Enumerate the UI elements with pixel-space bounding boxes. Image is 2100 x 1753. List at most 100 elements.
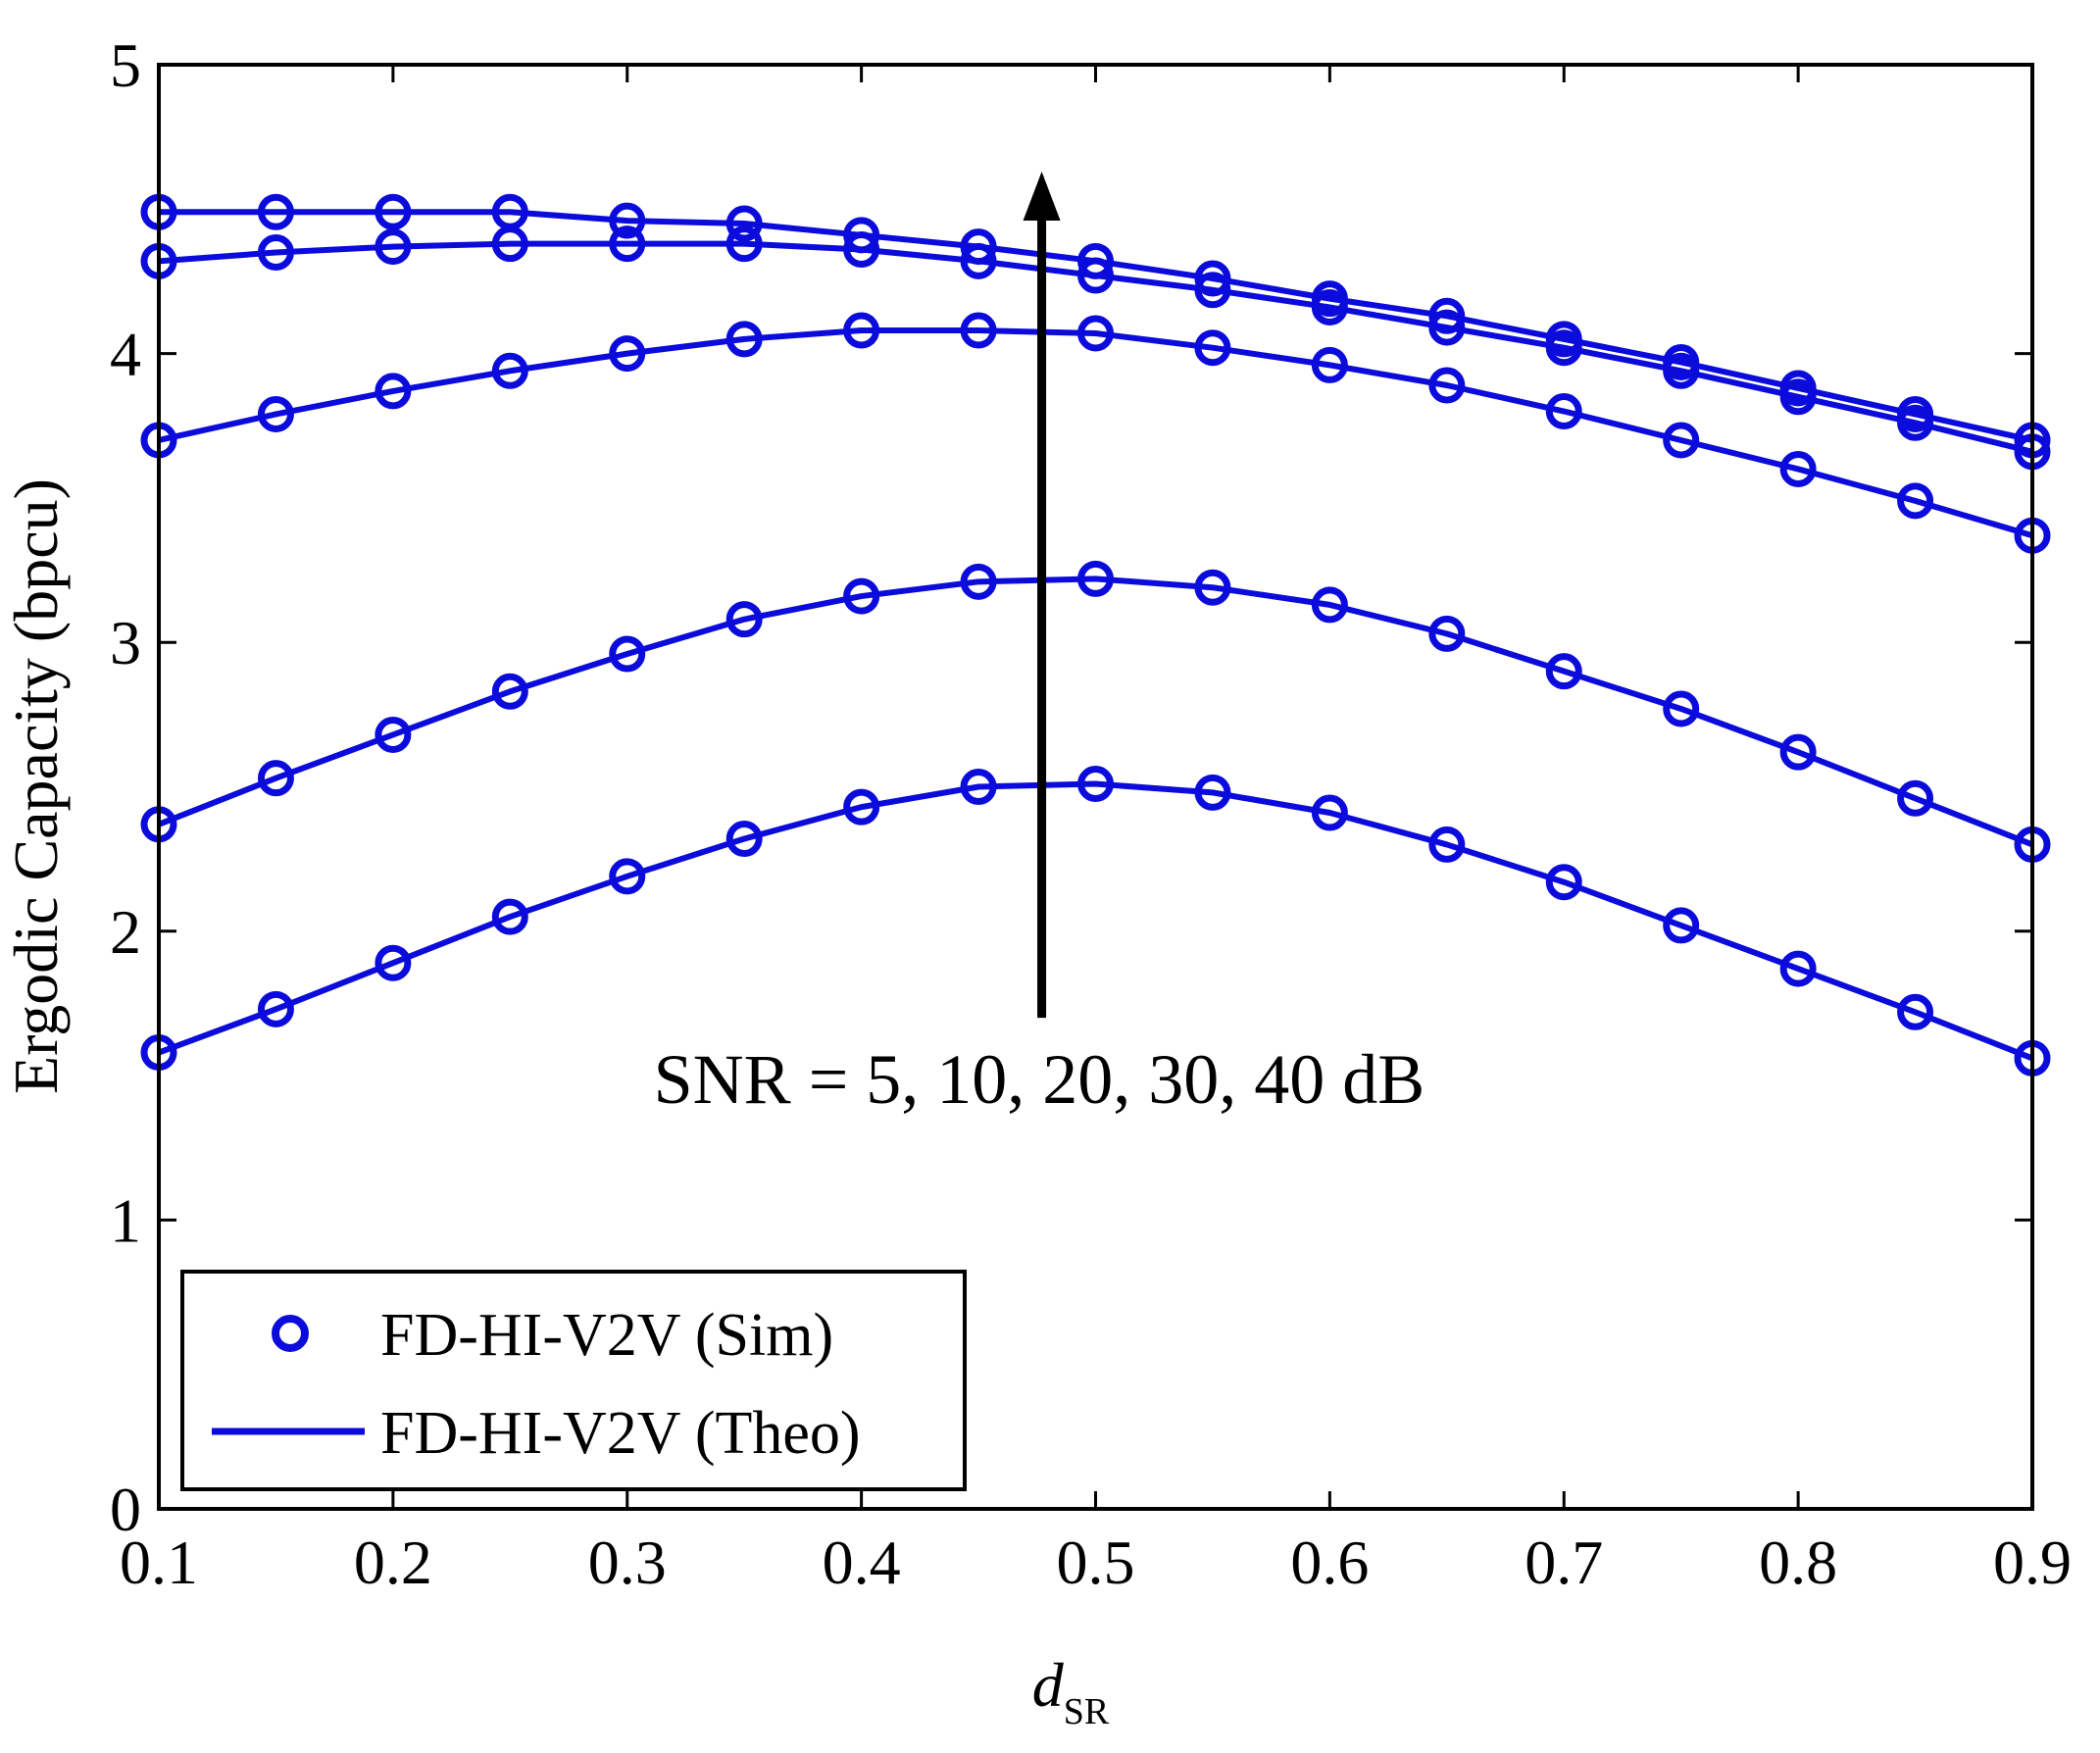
- x-tick-label: 0.2: [354, 1528, 432, 1597]
- data-point: [1311, 280, 1348, 318]
- x-tick-label: 0.8: [1759, 1528, 1837, 1597]
- snr-annotation: SNR = 5, 10, 20, 30, 40 dB: [654, 1040, 1425, 1119]
- data-point: [1428, 309, 1466, 346]
- sim-markers: [140, 193, 2051, 1077]
- data-point: [1428, 367, 1466, 404]
- data-point: [1663, 907, 1700, 944]
- data-point: [257, 760, 294, 797]
- data-point: [1779, 950, 1817, 987]
- data-point: [609, 225, 646, 263]
- data-point: [960, 312, 997, 349]
- data-point: [1077, 257, 1114, 294]
- data-point: [1077, 766, 1114, 803]
- y-tick-label: 4: [110, 320, 141, 389]
- x-tick-label: 0.5: [1057, 1528, 1135, 1597]
- data-point: [843, 231, 880, 269]
- data-point: [1194, 272, 1231, 309]
- data-point: [1779, 370, 1817, 407]
- data-point: [1077, 315, 1114, 352]
- data-point: [1311, 794, 1348, 831]
- legend-box: [180, 1270, 967, 1491]
- series-line-3: [158, 327, 2033, 539]
- data-point: [725, 225, 763, 263]
- data-point: [843, 577, 880, 615]
- y-tick-label: 3: [110, 608, 141, 677]
- data-point: [491, 352, 528, 389]
- data-point: [1077, 242, 1114, 279]
- data-point: [960, 242, 997, 279]
- data-point: [843, 312, 880, 349]
- data-point: [960, 769, 997, 805]
- data-point: [375, 193, 412, 230]
- x-axis-label-main: d: [1032, 1650, 1065, 1720]
- x-tick-label: 0.6: [1290, 1528, 1369, 1597]
- data-point: [1194, 329, 1231, 367]
- x-tick-label: 0.1: [120, 1528, 198, 1597]
- snr-arrow: [1023, 172, 1061, 1019]
- data-point: [1311, 346, 1348, 383]
- data-point: [609, 202, 646, 239]
- data-point: [1194, 260, 1231, 297]
- data-point: [843, 217, 880, 254]
- data-point: [375, 716, 412, 753]
- x-tick-label: 0.3: [588, 1528, 667, 1597]
- data-point: [257, 193, 294, 230]
- data-point: [257, 990, 294, 1027]
- y-tick-label: 0: [110, 1475, 141, 1544]
- data-point: [1897, 993, 1934, 1030]
- data-point: [1779, 450, 1817, 487]
- y-tick-label: 1: [110, 1185, 141, 1255]
- data-point: [375, 944, 412, 981]
- data-point: [257, 233, 294, 271]
- data-point: [1428, 297, 1466, 334]
- x-tick-label: 0.7: [1525, 1528, 1603, 1597]
- y-tick-label: 5: [110, 30, 141, 100]
- tick-labels: 0.1 0.2 0.3 0.4 0.5 0.6 0.7 0.8 0.9 0 1 2 3 4 5: [110, 30, 2072, 1597]
- data-point: [1897, 779, 1934, 817]
- data-point: [1545, 864, 1582, 901]
- x-axis-label-sub: SR: [1064, 1691, 1110, 1732]
- legend-theo-label: FD-HI-V2V (Theo): [380, 1400, 861, 1467]
- data-point: [1779, 733, 1817, 771]
- data-point: [1194, 774, 1231, 811]
- data-point: [491, 898, 528, 935]
- data-point: [491, 673, 528, 710]
- data-point: [375, 373, 412, 410]
- data-point: [609, 635, 646, 673]
- data-point: [375, 228, 412, 266]
- data-point: [1428, 826, 1466, 863]
- data-point: [1311, 586, 1348, 624]
- x-axis-label: dSR: [1032, 1650, 1110, 1732]
- data-point: [1663, 343, 1700, 380]
- data-point: [725, 321, 763, 358]
- data-point: [1545, 393, 1582, 430]
- data-point: [1897, 395, 1934, 432]
- plot-frame: [157, 63, 2034, 1511]
- data-point: [1663, 422, 1700, 459]
- data-point: [609, 335, 646, 373]
- data-point: [1077, 560, 1114, 597]
- data-point: [257, 395, 294, 432]
- legend-sim-marker: [272, 1315, 309, 1352]
- series-line-2: [157, 576, 2034, 848]
- series-lines: [157, 209, 2034, 1062]
- data-point: [960, 563, 997, 600]
- x-tick-label: 0.4: [823, 1528, 901, 1597]
- data-point: [1897, 482, 1934, 520]
- legend: FD-HI-V2V (Sim) FD-HI-V2V (Theo): [180, 1270, 967, 1491]
- data-point: [491, 193, 528, 230]
- data-point: [725, 601, 763, 638]
- data-point: [1663, 690, 1700, 727]
- data-point: [609, 858, 646, 895]
- data-point: [843, 788, 880, 826]
- y-axis-label: Ergodic Capacity (bpcu): [1, 478, 71, 1094]
- data-point: [1545, 321, 1582, 358]
- x-tick-label: 0.9: [1993, 1528, 2072, 1597]
- arrow-head: [1023, 172, 1061, 222]
- data-point: [1545, 653, 1582, 690]
- data-point: [1194, 569, 1231, 606]
- data-point: [960, 228, 997, 266]
- y-tick-label: 2: [110, 897, 141, 967]
- data-point: [725, 821, 763, 858]
